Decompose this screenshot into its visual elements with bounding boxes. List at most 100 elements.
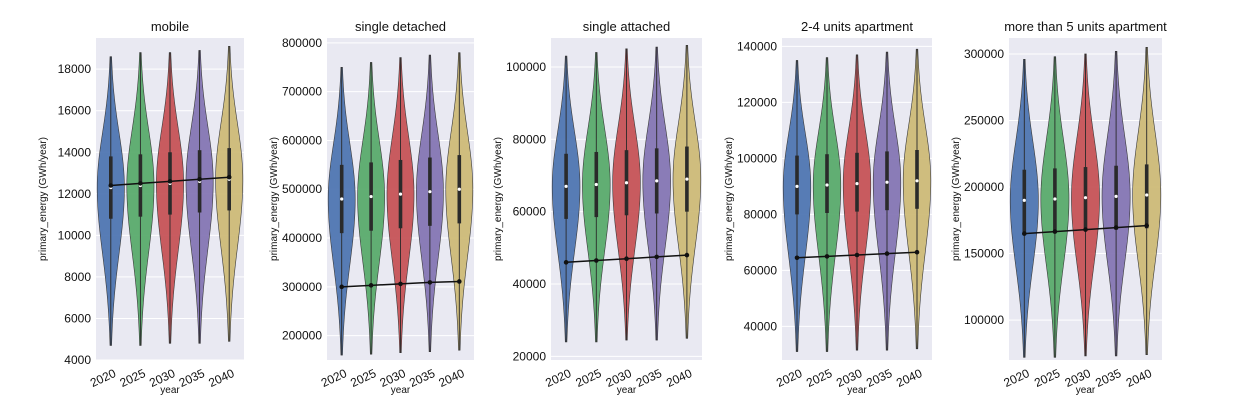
y-tick-label: 14000 (58, 145, 92, 159)
x-tick-label: 2035 (864, 366, 894, 390)
trend-point (167, 179, 173, 184)
y-tick-label: 150000 (964, 247, 1004, 261)
trend-point (1052, 229, 1058, 234)
y-tick-label: 200000 (964, 180, 1004, 194)
y-tick-label: 300000 (282, 280, 322, 294)
y-tick-label: 12000 (58, 187, 92, 201)
y-tick-label: 80000 (744, 207, 778, 221)
x-axis-label: year (391, 385, 411, 396)
trend-point (914, 249, 920, 255)
y-axis-label: primary_energy (GWh/year) (951, 137, 962, 261)
x-tick-label: 2040 (894, 366, 924, 390)
panel-title: mobile (151, 19, 189, 34)
violin-median (825, 183, 829, 187)
trend-point (457, 279, 462, 284)
y-tick-label: 20000 (513, 349, 547, 363)
violin-median (398, 192, 403, 196)
y-tick-label: 4000 (64, 353, 91, 367)
panel-title: more than 5 units apartment (1004, 19, 1167, 34)
violin-median (1145, 193, 1149, 197)
trend-point (108, 183, 114, 188)
x-tick-label: 2020 (543, 366, 573, 390)
panel-1: mobile 4000 6000 8000 10000 12000 14000 16000 18… (38, 19, 244, 396)
y-tick-label: 100000 (506, 60, 546, 74)
trend-point (884, 251, 890, 256)
violin-median (340, 197, 344, 201)
violin-median (795, 184, 799, 188)
trend-point (624, 256, 629, 261)
x-axis-label: year (1076, 385, 1096, 396)
trend-point (794, 255, 800, 261)
trend-point (1083, 227, 1088, 232)
y-tick-label: 250000 (964, 113, 1004, 127)
trend-point (684, 252, 690, 258)
x-tick-label: 2025 (804, 366, 834, 390)
panel-title: single attached (583, 19, 670, 34)
x-tick-label: 2025 (573, 366, 603, 390)
panel-title: 2-4 units apartment (801, 19, 913, 34)
x-axis-label: year (847, 385, 867, 396)
y-tick-label: 800000 (282, 36, 322, 50)
violin-median (428, 190, 432, 194)
y-tick-label: 10000 (58, 228, 92, 242)
y-tick-label: 80000 (513, 132, 547, 146)
violin-median (1053, 197, 1057, 201)
violin-median (855, 182, 859, 186)
violin-median (457, 187, 461, 191)
y-tick-label: 140000 (737, 39, 777, 53)
violin-median (369, 194, 373, 199)
y-axis-label: primary_energy (GWh/year) (493, 137, 504, 261)
violin-median (1022, 198, 1026, 202)
x-tick-label: 2040 (436, 366, 466, 390)
violin-median (564, 184, 568, 188)
y-tick-label: 60000 (744, 263, 778, 277)
y-tick-label: 120000 (737, 95, 777, 109)
trend-point (854, 252, 860, 258)
x-tick-label: 2040 (206, 366, 236, 390)
y-tick-label: 200000 (282, 329, 322, 343)
y-tick-label: 100000 (737, 151, 777, 165)
trend-point (368, 283, 374, 288)
trend-point (1113, 225, 1119, 230)
violin-median (1114, 194, 1118, 198)
y-axis-label: primary_energy (GWh/year) (724, 137, 735, 261)
y-axis-label: primary_energy (GWh/year) (38, 137, 49, 261)
x-tick-label: 2035 (407, 366, 437, 390)
trend-point (1022, 231, 1027, 236)
panel-2: single detached 200000 300000 400000 500000 6… (269, 19, 474, 396)
violin-median (655, 179, 659, 183)
x-tick-label: 2020 (88, 366, 118, 390)
panel-title: single detached (355, 19, 446, 34)
trend-point (398, 281, 403, 287)
trend-point (339, 284, 345, 290)
trend-point (427, 280, 433, 285)
violin-median (1083, 196, 1088, 200)
x-tick-label: 2035 (1093, 366, 1123, 390)
x-tick-label: 2020 (1001, 366, 1031, 390)
y-tick-label: 40000 (744, 319, 778, 333)
x-axis-label: year (617, 385, 637, 396)
y-tick-label: 100000 (964, 313, 1004, 327)
x-tick-label: 2025 (1032, 366, 1062, 390)
y-axis-label: primary_energy (GWh/year) (269, 137, 280, 261)
x-tick-label: 2020 (774, 366, 804, 390)
y-tick-label: 16000 (58, 104, 92, 118)
x-tick-label: 2035 (634, 366, 664, 390)
violin-median (594, 182, 598, 187)
y-tick-label: 400000 (282, 231, 322, 245)
y-tick-label: 18000 (58, 62, 92, 76)
violin-median (885, 180, 889, 184)
trend-point (226, 174, 232, 180)
y-tick-label: 6000 (64, 311, 91, 325)
x-tick-label: 2020 (319, 366, 349, 390)
trend-point (824, 254, 830, 259)
y-tick-label: 60000 (513, 205, 547, 219)
trend-point (594, 258, 599, 263)
panel-5: more than 5 units apartment 100000 150000 2… (951, 19, 1167, 396)
y-tick-label: 8000 (64, 270, 91, 284)
trend-point (197, 176, 202, 182)
y-tick-label: 500000 (282, 182, 322, 196)
x-tick-label: 2035 (177, 366, 207, 390)
trend-point (138, 181, 143, 186)
